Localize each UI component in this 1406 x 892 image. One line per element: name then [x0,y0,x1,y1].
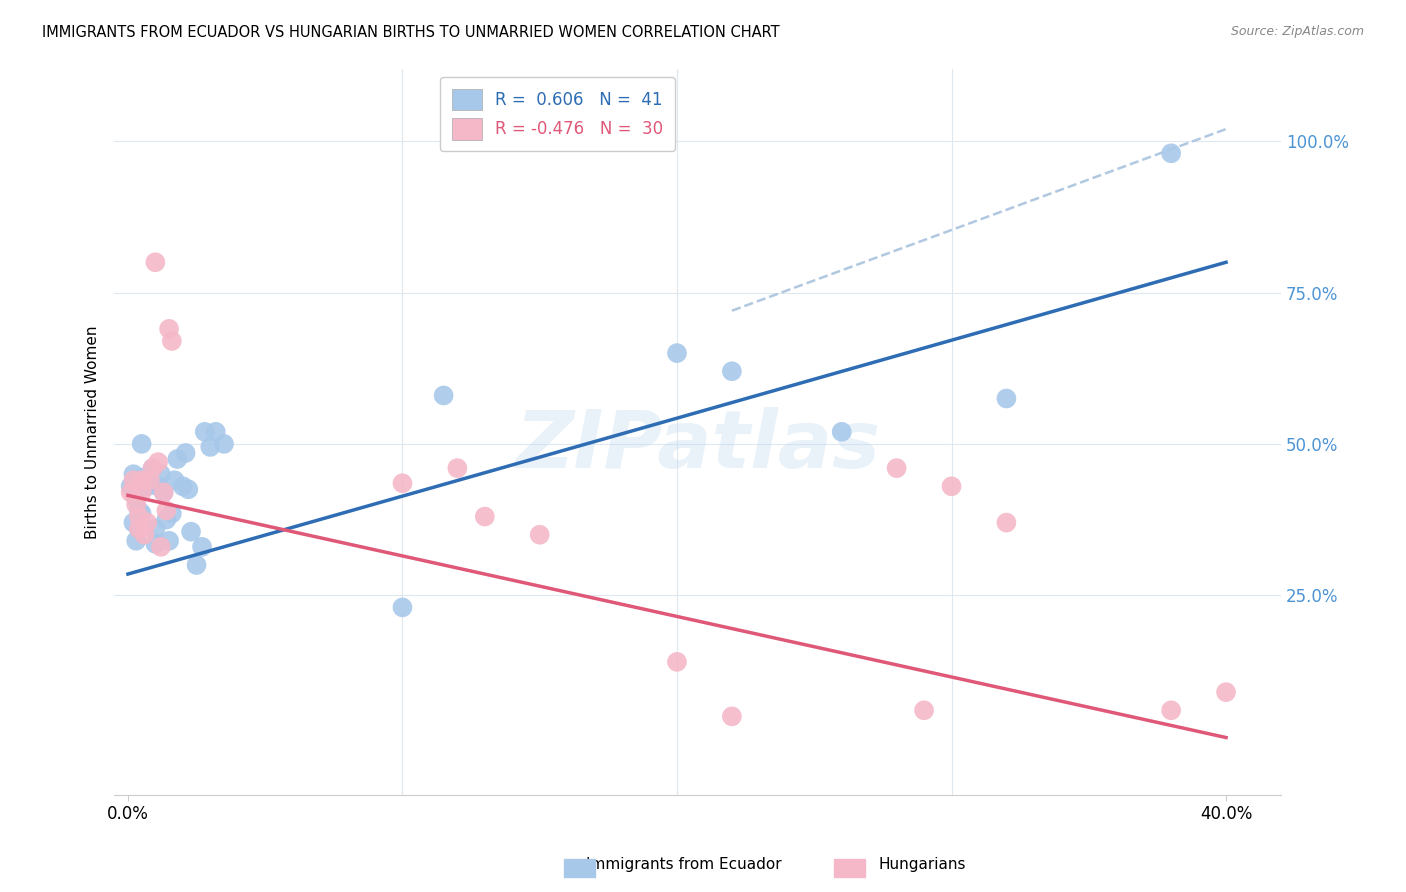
Point [941,479,963,493]
Point [125,498,148,512]
Point [212,437,235,451]
Point [157,322,180,336]
Point [139,476,162,491]
Point [149,467,172,482]
Point [128,522,150,536]
Point [174,446,197,460]
Point [145,537,167,551]
Text: Hungarians: Hungarians [879,857,966,872]
Point [142,461,165,475]
Point [125,533,148,548]
Point [155,503,177,517]
Point [128,522,150,536]
Point [134,527,156,541]
Point [131,473,153,487]
Point [128,509,150,524]
Point [131,437,153,451]
Point [145,522,167,536]
Point [172,479,194,493]
Point [131,507,153,521]
Point [142,461,165,475]
Point [134,473,156,487]
Point [831,425,853,439]
Point [160,507,183,521]
Text: Immigrants from Ecuador: Immigrants from Ecuador [586,857,782,872]
Legend: R =  0.606   N =  41, R = -0.476   N =  30: R = 0.606 N = 41, R = -0.476 N = 30 [440,77,675,152]
Point [186,558,208,572]
Point [474,509,496,524]
Point [200,440,222,454]
Point [180,524,202,539]
Point [122,516,145,530]
Point [166,452,188,467]
Point [160,334,183,348]
Point [131,485,153,500]
Point [912,703,935,717]
Point [157,533,180,548]
Point [1160,146,1182,161]
Point [136,516,159,530]
Point [146,479,169,493]
Point [122,473,145,487]
Point [149,540,172,554]
Point [886,461,908,475]
Point [152,485,174,500]
Text: ZIPatlas: ZIPatlas [515,408,880,485]
Point [125,491,148,506]
Point [139,473,162,487]
Point [177,483,200,497]
Point [391,476,413,491]
Point [120,485,142,500]
Point [204,425,226,439]
Point [721,709,744,723]
Text: IMMIGRANTS FROM ECUADOR VS HUNGARIAN BIRTHS TO UNMARRIED WOMEN CORRELATION CHART: IMMIGRANTS FROM ECUADOR VS HUNGARIAN BIR… [42,25,780,40]
Point [665,346,688,360]
Point [128,503,150,517]
Point [152,485,174,500]
Point [433,388,456,402]
Point [122,467,145,482]
Point [995,392,1018,406]
Point [995,516,1018,530]
Y-axis label: Births to Unmarried Women: Births to Unmarried Women [86,325,100,539]
Point [145,255,167,269]
Point [1215,685,1237,699]
Point [446,461,468,475]
Point [721,364,744,378]
Point [136,479,159,493]
Point [194,425,217,439]
Point [391,600,413,615]
Point [665,655,688,669]
Point [155,512,177,526]
Point [163,473,186,487]
Point [134,470,156,484]
Point [529,527,551,541]
Point [1160,703,1182,717]
Point [191,540,214,554]
Text: Source: ZipAtlas.com: Source: ZipAtlas.com [1230,25,1364,38]
Point [120,479,142,493]
Point [146,455,169,469]
